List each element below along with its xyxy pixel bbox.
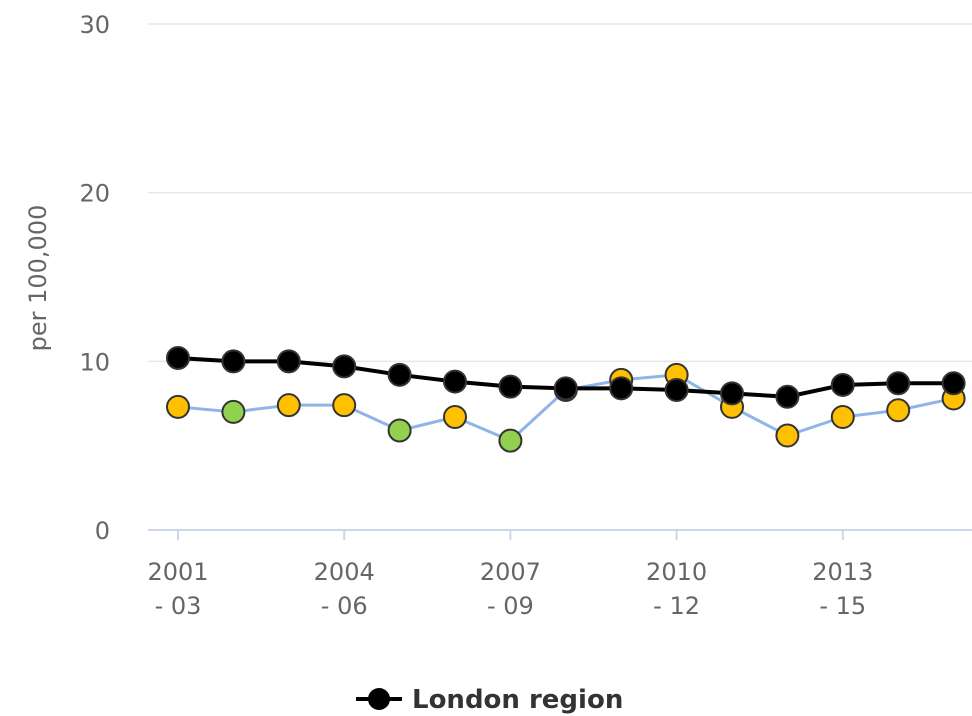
data-point[interactable] [498, 374, 523, 399]
data-point[interactable] [830, 404, 855, 429]
legend-item-london-region[interactable]: London region [412, 685, 623, 715]
data-point[interactable] [276, 393, 301, 418]
y-axis-ticks: 0 10 20 30 [79, 11, 110, 545]
x-tick-label-range: - 03 [155, 592, 202, 620]
data-point[interactable] [443, 404, 467, 429]
data-point[interactable] [886, 398, 911, 423]
data-point[interactable] [221, 349, 246, 374]
legend[interactable]: London region [356, 685, 623, 715]
data-point[interactable] [221, 399, 246, 424]
x-tick-label-year: 2010 [646, 558, 707, 586]
data-point[interactable] [498, 428, 523, 453]
y-tick-label: 0 [95, 517, 110, 545]
x-tick-label-range: - 06 [321, 592, 368, 620]
data-point[interactable] [387, 418, 412, 443]
series-london-region [166, 345, 966, 409]
data-point[interactable] [941, 371, 966, 396]
data-point[interactable] [886, 371, 911, 396]
data-point[interactable] [332, 393, 357, 418]
data-point[interactable] [664, 378, 689, 403]
x-tick-label-year: 2004 [314, 558, 375, 586]
data-point[interactable] [609, 376, 634, 401]
data-point[interactable] [166, 394, 190, 419]
series-local-area [166, 362, 966, 453]
data-point[interactable] [332, 354, 357, 379]
series-layer [166, 345, 966, 453]
y-tick-label: 30 [79, 11, 110, 39]
x-tick-label-year: 2013 [812, 558, 873, 586]
data-point[interactable] [443, 369, 467, 394]
y-axis-label: per 100,000 [24, 205, 52, 352]
data-point[interactable] [775, 423, 800, 448]
data-point[interactable] [775, 384, 800, 409]
data-point[interactable] [276, 349, 301, 374]
data-point[interactable] [830, 372, 855, 397]
x-axis-ticks: 2001 - 03 2004 - 06 2007 - 09 2010 - 12 2013 - 15 [147, 530, 873, 620]
y-tick-label: 10 [79, 348, 110, 376]
data-point[interactable] [387, 362, 412, 387]
gridlines [148, 23, 972, 531]
x-tick-label-range: - 12 [653, 592, 700, 620]
y-tick-label: 20 [79, 180, 110, 208]
x-tick-label-range: - 15 [819, 592, 866, 620]
legend-symbol-marker [368, 688, 390, 710]
x-tick-label-year: 2007 [480, 558, 541, 586]
data-point[interactable] [553, 376, 578, 401]
data-point[interactable] [720, 381, 744, 406]
x-tick-label-year: 2001 [147, 558, 208, 586]
x-tick-label-range: - 09 [487, 592, 534, 620]
data-point[interactable] [166, 345, 190, 370]
